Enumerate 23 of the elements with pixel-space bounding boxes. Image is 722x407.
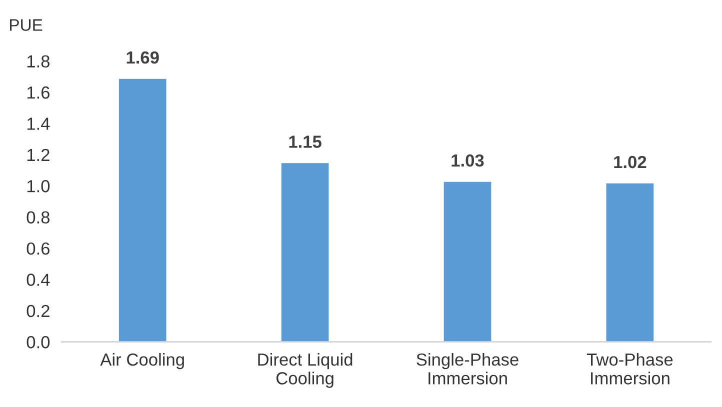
- y-tick-label: 1.6: [27, 86, 50, 99]
- y-tick-label: 1.8: [27, 55, 50, 68]
- bar: [280, 162, 330, 342]
- y-axis-title: PUE: [10, 19, 42, 31]
- x-tick-label: Two-Phase Immersion: [586, 352, 673, 384]
- bar: [118, 78, 168, 342]
- x-tick-label: Direct Liquid Cooling: [258, 352, 352, 388]
- x-tick-label: Air Cooling: [100, 352, 184, 370]
- bar: [442, 180, 493, 342]
- y-tick-label: 0.4: [26, 274, 50, 286]
- data-label: 1.15: [289, 136, 322, 148]
- data-label: 1.69: [126, 51, 159, 64]
- data-label: 1.02: [614, 156, 646, 168]
- bar: [604, 182, 656, 342]
- y-tick-label: 0.0: [26, 336, 50, 348]
- y-tick-label: 1.4: [27, 118, 50, 130]
- y-tick-label: 0.2: [26, 304, 50, 318]
- data-label: 1.03: [452, 154, 484, 167]
- y-tick-label: 0.6: [26, 242, 50, 255]
- y-tick-label: 1.0: [27, 180, 50, 192]
- y-tick-label: 0.8: [26, 211, 50, 224]
- y-tick-label: 1.2: [27, 148, 50, 161]
- x-tick-label: Single-Phase Immersion: [416, 352, 518, 384]
